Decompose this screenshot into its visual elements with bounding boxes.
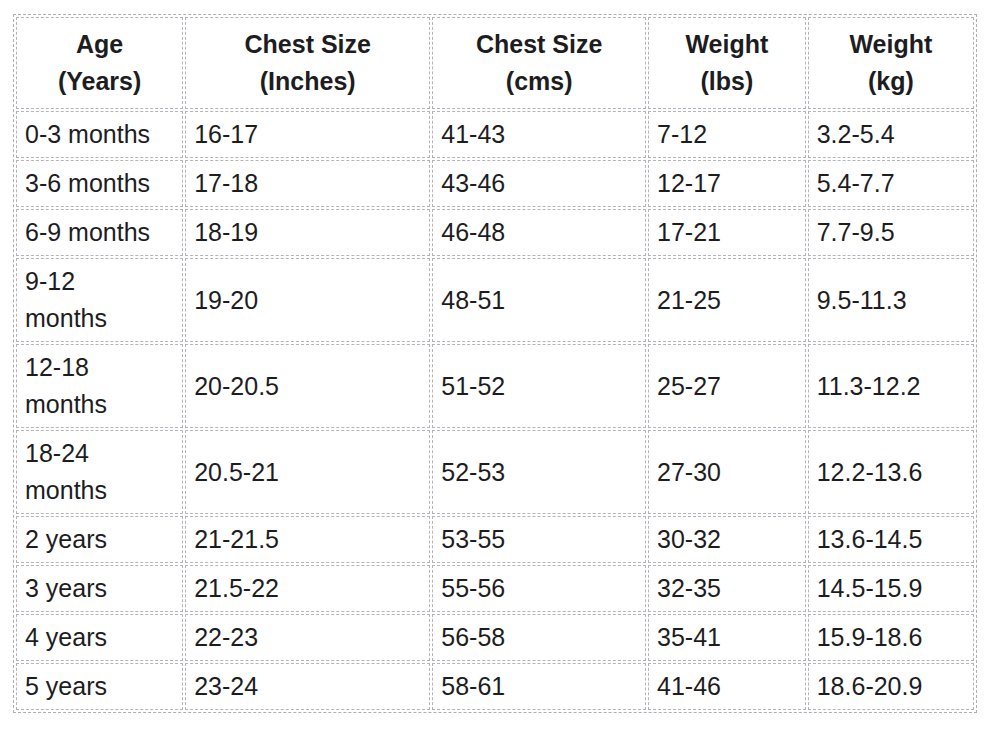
cell-weight-lbs: 35-41: [648, 614, 806, 661]
table-header: Age (Years) Chest Size (Inches) Chest Si…: [16, 17, 974, 109]
table-row-3-6-months: 3-6 months 17-18 43-46 12-17 5.4-7.7: [16, 160, 974, 207]
cell-chest-cms: 56-58: [432, 614, 646, 661]
cell-weight-lbs: 25-27: [648, 344, 806, 428]
header-row: Age (Years) Chest Size (Inches) Chest Si…: [16, 17, 974, 109]
cell-chest-cms: 52-53: [432, 430, 646, 514]
cell-chest-cms: 48-51: [432, 258, 646, 342]
table-row-4-years: 4 years 22-23 56-58 35-41 15.9-18.6: [16, 614, 974, 661]
cell-chest-inches: 18-19: [185, 209, 430, 256]
header-chest-size-inches: Chest Size (Inches): [185, 17, 430, 109]
cell-weight-lbs: 27-30: [648, 430, 806, 514]
cell-weight-lbs: 7-12: [648, 111, 806, 158]
size-chart-table: Age (Years) Chest Size (Inches) Chest Si…: [13, 14, 977, 713]
cell-chest-cms: 53-55: [432, 516, 646, 563]
cell-age: 18-24 months: [16, 430, 183, 514]
cell-age: 5 years: [16, 663, 183, 710]
table-row-6-9-months: 6-9 months 18-19 46-48 17-21 7.7-9.5: [16, 209, 974, 256]
cell-weight-kg: 9.5-11.3: [808, 258, 974, 342]
cell-age: 4 years: [16, 614, 183, 661]
cell-weight-kg: 18.6-20.9: [808, 663, 974, 710]
cell-chest-inches: 16-17: [185, 111, 430, 158]
table-row-18-24-months: 18-24 months 20.5-21 52-53 27-30 12.2-13…: [16, 430, 974, 514]
header-age-years: Age (Years): [16, 17, 183, 109]
table-row-9-12-months: 9-12 months 19-20 48-51 21-25 9.5-11.3: [16, 258, 974, 342]
cell-weight-kg: 3.2-5.4: [808, 111, 974, 158]
cell-weight-kg: 12.2-13.6: [808, 430, 974, 514]
table-body: 0-3 months 16-17 41-43 7-12 3.2-5.4 3-6 …: [16, 111, 974, 710]
cell-weight-lbs: 12-17: [648, 160, 806, 207]
cell-chest-cms: 51-52: [432, 344, 646, 428]
table-row-12-18-months: 12-18 months 20-20.5 51-52 25-27 11.3-12…: [16, 344, 974, 428]
cell-weight-lbs: 41-46: [648, 663, 806, 710]
cell-chest-cms: 46-48: [432, 209, 646, 256]
cell-weight-lbs: 32-35: [648, 565, 806, 612]
cell-chest-inches: 21.5-22: [185, 565, 430, 612]
cell-age: 9-12 months: [16, 258, 183, 342]
cell-age: 6-9 months: [16, 209, 183, 256]
cell-age: 3-6 months: [16, 160, 183, 207]
cell-chest-inches: 23-24: [185, 663, 430, 710]
cell-weight-kg: 7.7-9.5: [808, 209, 974, 256]
cell-chest-cms: 43-46: [432, 160, 646, 207]
cell-age: 2 years: [16, 516, 183, 563]
cell-chest-inches: 17-18: [185, 160, 430, 207]
header-weight-lbs: Weight (lbs): [648, 17, 806, 109]
cell-weight-lbs: 21-25: [648, 258, 806, 342]
table-row-0-3-months: 0-3 months 16-17 41-43 7-12 3.2-5.4: [16, 111, 974, 158]
cell-weight-lbs: 30-32: [648, 516, 806, 563]
cell-chest-inches: 19-20: [185, 258, 430, 342]
cell-chest-cms: 55-56: [432, 565, 646, 612]
cell-weight-kg: 13.6-14.5: [808, 516, 974, 563]
cell-age: 12-18 months: [16, 344, 183, 428]
cell-chest-cms: 41-43: [432, 111, 646, 158]
cell-chest-inches: 21-21.5: [185, 516, 430, 563]
header-weight-kg: Weight (kg): [808, 17, 974, 109]
page-background: Age (Years) Chest Size (Inches) Chest Si…: [0, 0, 991, 734]
cell-weight-kg: 14.5-15.9: [808, 565, 974, 612]
cell-weight-kg: 11.3-12.2: [808, 344, 974, 428]
cell-chest-inches: 20.5-21: [185, 430, 430, 514]
cell-chest-inches: 22-23: [185, 614, 430, 661]
table-row-2-years: 2 years 21-21.5 53-55 30-32 13.6-14.5: [16, 516, 974, 563]
cell-chest-cms: 58-61: [432, 663, 646, 710]
cell-age: 0-3 months: [16, 111, 183, 158]
table-row-3-years: 3 years 21.5-22 55-56 32-35 14.5-15.9: [16, 565, 974, 612]
cell-weight-kg: 15.9-18.6: [808, 614, 974, 661]
cell-age: 3 years: [16, 565, 183, 612]
header-chest-size-cms: Chest Size (cms): [432, 17, 646, 109]
cell-chest-inches: 20-20.5: [185, 344, 430, 428]
table-row-5-years: 5 years 23-24 58-61 41-46 18.6-20.9: [16, 663, 974, 710]
cell-weight-lbs: 17-21: [648, 209, 806, 256]
cell-weight-kg: 5.4-7.7: [808, 160, 974, 207]
